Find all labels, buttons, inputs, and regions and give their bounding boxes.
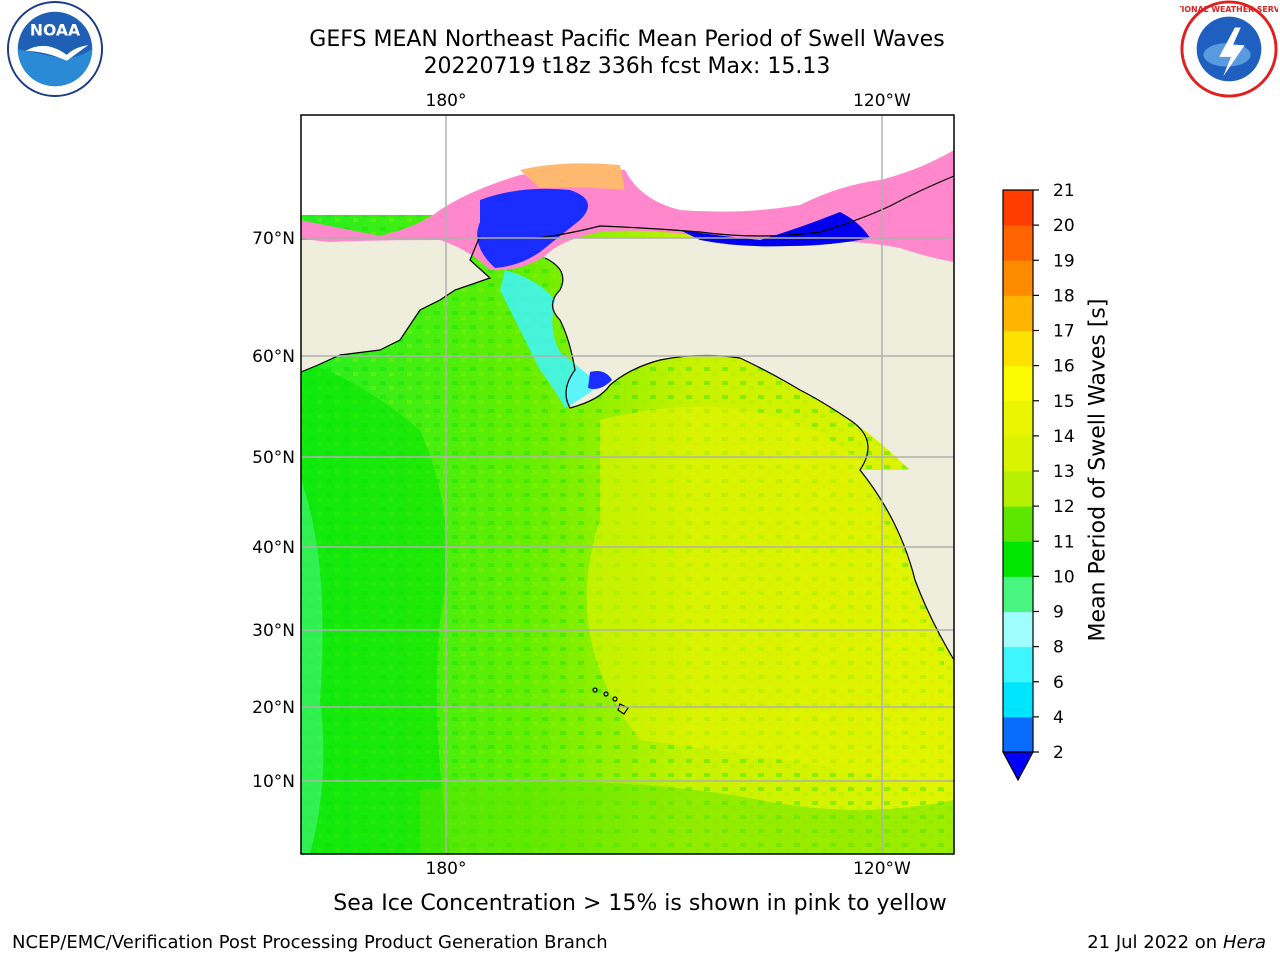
colorbar-tick-label: 8 [1053, 638, 1064, 658]
sea-ice-note: Sea Ice Concentration > 15% is shown in … [333, 891, 947, 916]
colorbar-segment [1003, 190, 1033, 226]
lat-label-30n: 30°N [252, 621, 295, 641]
lat-label-50n: 50°N [252, 448, 295, 468]
map-frame [300, 114, 955, 855]
footer-date-text: 21 Jul 2022 on [1087, 932, 1223, 953]
colorbar-tick-label: 15 [1053, 392, 1075, 412]
lon-label-bottom-120w: 120°W [853, 859, 911, 879]
lat-label-20n: 20°N [252, 698, 295, 718]
noaa-logo-text: NOAA [30, 20, 81, 39]
footer-credit: NCEP/EMC/Verification Post Processing Pr… [12, 932, 608, 953]
colorbar-segment [1003, 576, 1033, 612]
colorbar-segment [1003, 471, 1033, 507]
swell-region-yellow [586, 406, 954, 790]
colorbar-under-triangle [1001, 751, 1035, 782]
colorbar-segment [1003, 330, 1033, 367]
colorbar-segment [1003, 225, 1033, 261]
map-subtitle: 20220719 t18z 336h fcst Max: 15.13 [423, 54, 831, 79]
footer-host: Hera [1222, 932, 1266, 953]
colorbar: 2 4 6 8 9 10 11 12 13 14 15 16 17 18 19 20 21 [1001, 181, 1075, 782]
colorbar-tick-label: 12 [1053, 497, 1075, 517]
lon-label-bottom-180: 180° [426, 859, 467, 879]
colorbar-tick-label: 10 [1053, 567, 1075, 587]
colorbar-segment [1003, 646, 1033, 683]
colorbar-tick-label: 2 [1053, 743, 1064, 763]
sea-ice-orange [520, 163, 625, 190]
colorbar-segment [1003, 611, 1033, 648]
sea-ice-blue-chukchi [477, 188, 588, 268]
swell-region-light-green [301, 480, 324, 854]
colorbar-segment [1003, 541, 1033, 577]
colorbar-tick-label: 17 [1053, 322, 1075, 342]
lat-label-60n: 60°N [252, 347, 295, 367]
colorbar-segment [1003, 365, 1033, 402]
colorbar-segment [1003, 681, 1033, 718]
colorbar-segment [1003, 716, 1033, 753]
bristol-bay-blue [588, 371, 612, 389]
swell-region-south [420, 782, 954, 854]
bering-cyan [500, 270, 600, 408]
colorbar-tick-label: 19 [1053, 251, 1075, 271]
graticule [301, 115, 954, 854]
colorbar-tick-label: 16 [1053, 357, 1075, 377]
land-alaska [535, 238, 954, 530]
land-north-america [860, 470, 954, 660]
colorbar-tick-label: 20 [1053, 216, 1075, 236]
colorbar-segment [1003, 506, 1033, 542]
lon-label-top-120w: 120°W [853, 91, 911, 111]
colorbar-segment [1003, 295, 1033, 331]
colorbar-segment [1003, 435, 1033, 472]
lat-label-40n: 40°N [252, 538, 295, 558]
colorbar-segment [1003, 260, 1033, 296]
coastline-arctic [534, 175, 954, 239]
colorbar-tick-label: 21 [1053, 181, 1075, 201]
nws-logo-text: NATIONAL WEATHER SERVICE [1180, 5, 1278, 14]
map-title: GEFS MEAN Northeast Pacific Mean Period … [309, 27, 945, 52]
colorbar-tick-label: 6 [1053, 673, 1064, 693]
colorbar-label: Mean Period of Swell Waves [s] [1085, 298, 1111, 642]
colorbar-tick-label: 9 [1053, 603, 1064, 623]
colorbar-segment [1003, 400, 1033, 437]
coastline-siberia [301, 235, 492, 373]
map-plot-area [301, 115, 954, 854]
footer-date: 21 Jul 2022 on Hera [1087, 932, 1266, 953]
colorbar-tick-label: 13 [1053, 462, 1075, 482]
swell-region-green [301, 360, 450, 854]
colorbar-tick-label: 18 [1053, 286, 1075, 306]
lat-label-70n: 70°N [252, 229, 295, 249]
nws-logo: NATIONAL WEATHER SERVICE [1180, 0, 1278, 98]
lat-label-10n: 10°N [252, 772, 295, 792]
colorbar-tick-label: 11 [1053, 532, 1075, 552]
colorbar-tick-label: 14 [1053, 427, 1075, 447]
colorbar-tick-label: 4 [1053, 708, 1064, 728]
lon-label-top-180: 180° [426, 91, 467, 111]
noaa-logo: NOAA [6, 0, 104, 98]
land-siberia [301, 236, 490, 372]
